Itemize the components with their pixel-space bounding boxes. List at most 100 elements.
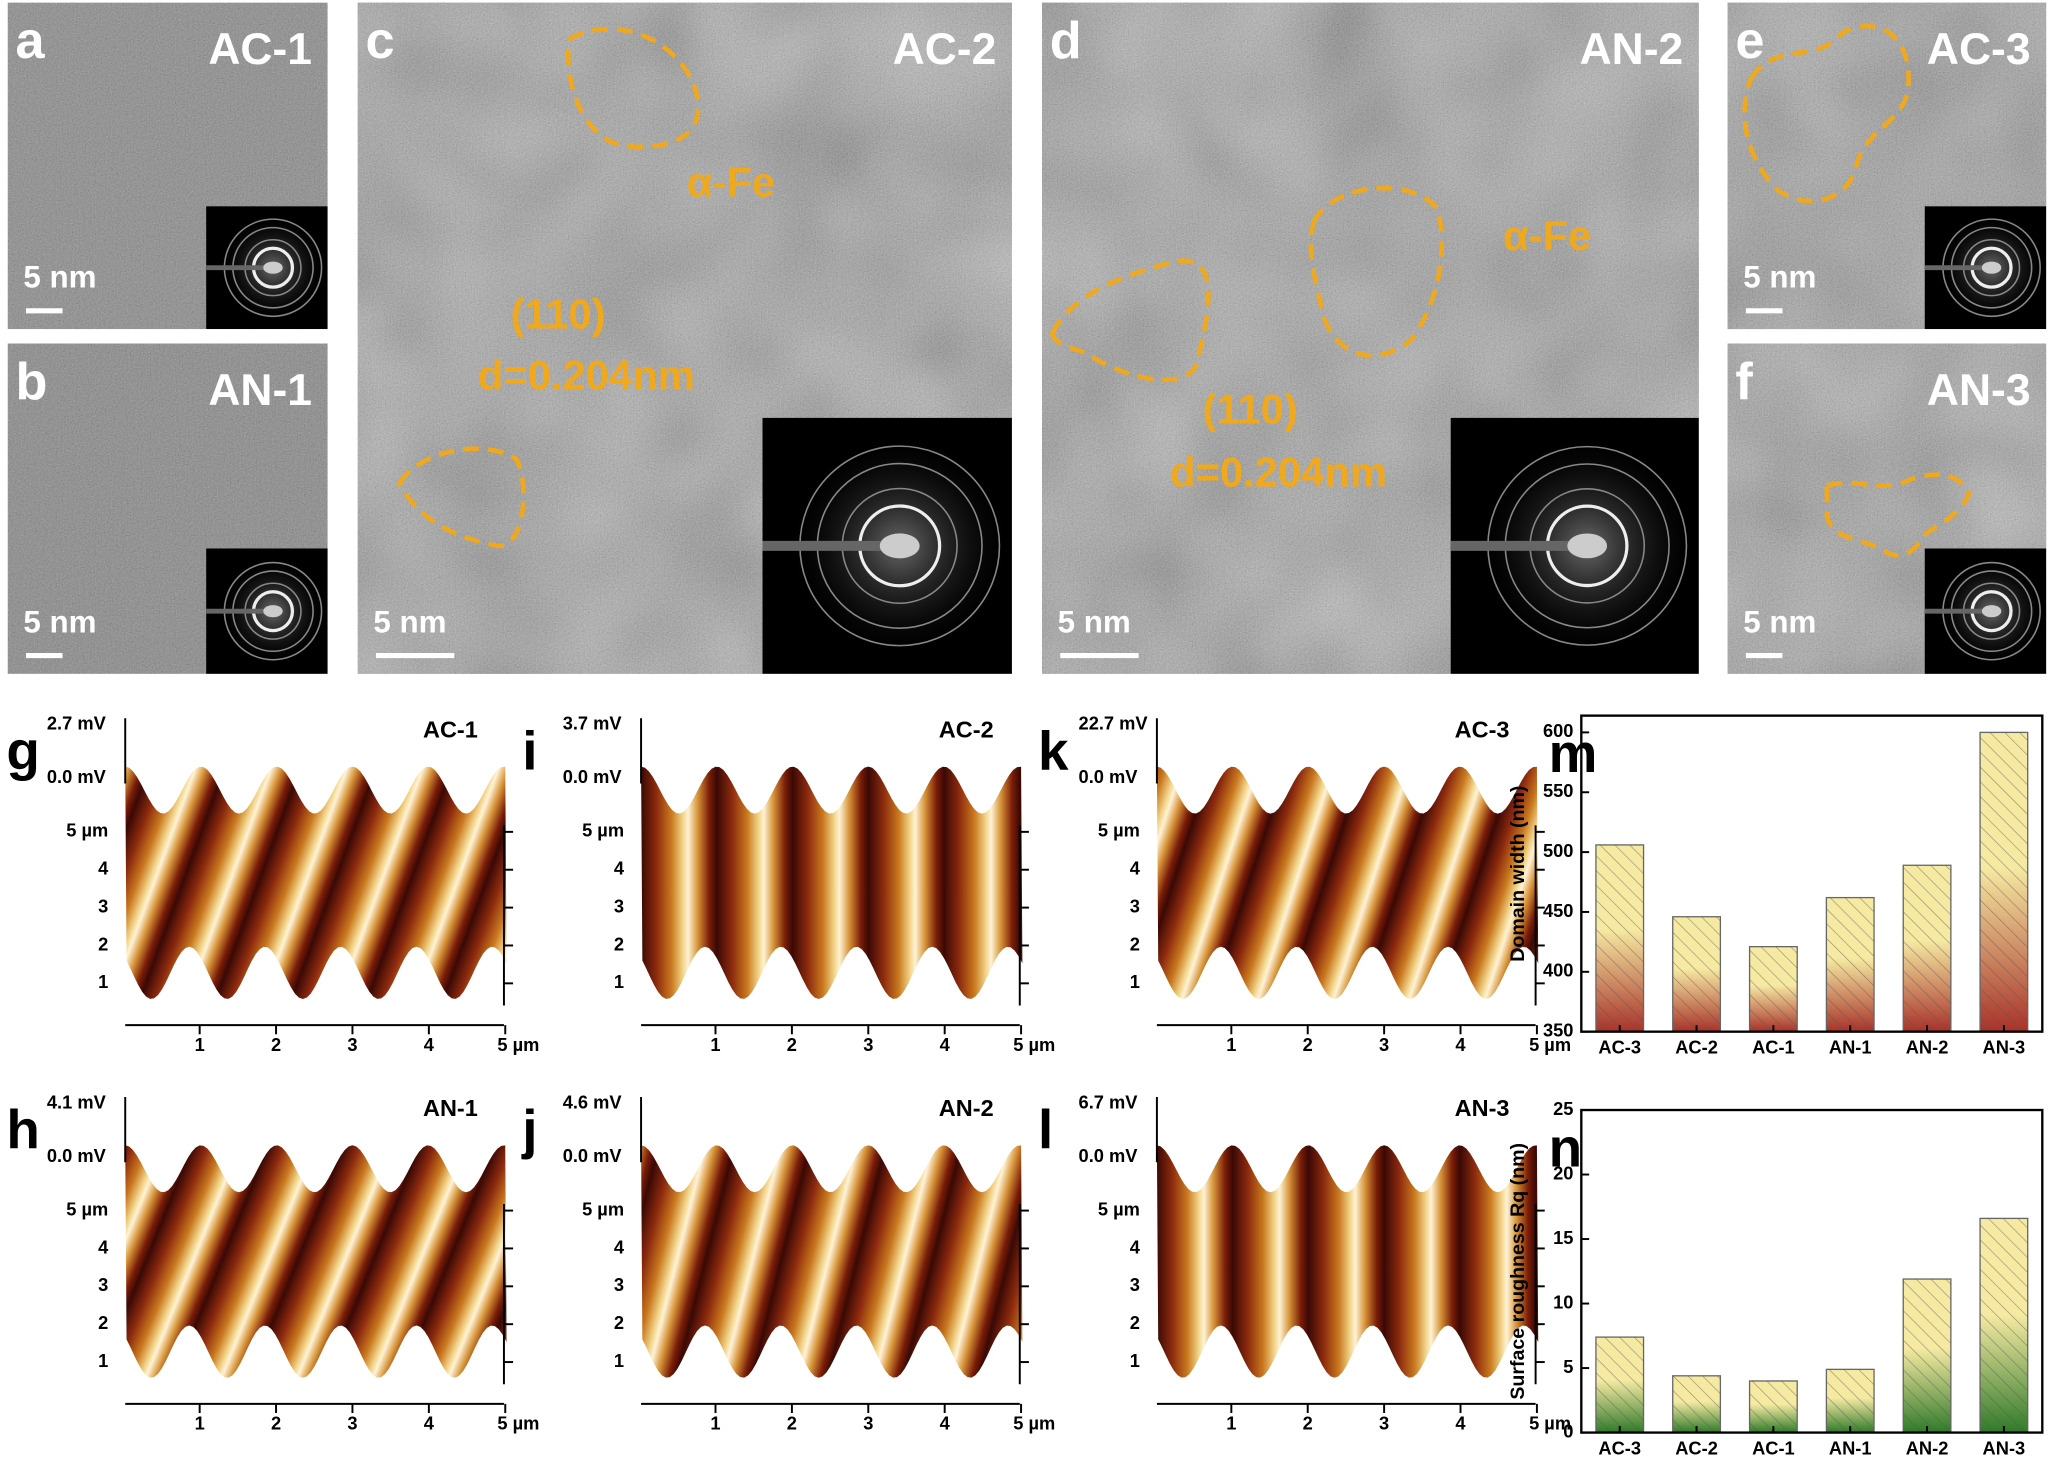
- y-axis-label: Domain width (nm): [1507, 786, 1529, 962]
- y-tick-label: 2: [98, 1312, 108, 1333]
- y-tick-label: 4: [614, 1236, 625, 1257]
- x-tick-label: AC-1: [1752, 1036, 1795, 1057]
- y-tick-label: 4: [98, 858, 109, 879]
- panel-letter: b: [16, 353, 48, 411]
- panel-letter: g: [6, 719, 40, 781]
- panel-letter: d: [1050, 12, 1082, 70]
- grain-outline: [1050, 258, 1211, 383]
- x-tick-label: 1: [1226, 1034, 1236, 1055]
- sample-label: AC-3: [1927, 25, 2031, 74]
- x-tick-label: 4: [940, 1034, 951, 1055]
- x-tick-label: AN-2: [1906, 1437, 1949, 1458]
- y-tick-label: 5 µm: [582, 1198, 624, 1219]
- x-tick-label: 1: [1226, 1413, 1236, 1434]
- sample-label: AC-2: [893, 25, 997, 74]
- y-tick-label: 4: [98, 1236, 109, 1257]
- y-tick-label: 2: [1130, 933, 1140, 954]
- afm-surface: [125, 766, 507, 1000]
- grain-outline: [1308, 185, 1445, 358]
- z-min-label: 0.0 mV: [47, 766, 107, 787]
- y-tick-label: 5 µm: [1098, 820, 1140, 841]
- x-tick-label: 3: [1379, 1413, 1389, 1434]
- bar-hatch: [1595, 1337, 1644, 1433]
- y-tick-label: 2: [614, 1312, 624, 1333]
- y-tick-label: 550: [1543, 780, 1573, 801]
- x-tick-label: AC-3: [1598, 1437, 1641, 1458]
- beam-center: [1567, 533, 1608, 559]
- sample-label: AN-1: [208, 366, 312, 415]
- bar-hatch: [1980, 1218, 2028, 1433]
- sample-label: AC-2: [939, 717, 994, 743]
- y-axis-label: Surface roughness Rq (nm): [1507, 1143, 1529, 1400]
- sample-label: AN-3: [1455, 1095, 1510, 1121]
- x-tick-label: 2: [1303, 1413, 1313, 1434]
- x-tick-label: 3: [347, 1034, 357, 1055]
- bar-hatch: [1749, 946, 1798, 1032]
- y-tick-label: 1: [1130, 1350, 1140, 1371]
- bar-hatch: [1595, 844, 1644, 1032]
- grain-outline: [1824, 472, 1972, 558]
- y-tick-label: 1: [98, 971, 108, 992]
- panel-letter: e: [1735, 12, 1764, 70]
- y-tick-label: 25: [1553, 1098, 1573, 1119]
- x-tick-label: 2: [271, 1034, 281, 1055]
- y-tick-label: 4: [1130, 858, 1141, 879]
- annotation-plane: (110): [1203, 386, 1298, 433]
- tem-image: d AN-2 5 nm α-Fe (110) d=0.204nm: [1041, 2, 1699, 674]
- y-tick-label: 2: [1130, 1312, 1140, 1333]
- x-tick-label: 2: [271, 1413, 281, 1434]
- bar-hatch: [1749, 1380, 1798, 1433]
- x-tick-label: 5 µm: [497, 1413, 539, 1434]
- y-tick-label: 5 µm: [582, 820, 624, 841]
- y-tick-label: 5 µm: [66, 820, 108, 841]
- bar-hatch: [1826, 1369, 1875, 1433]
- panel-letter: m: [1549, 722, 1598, 784]
- x-tick-label: 2: [787, 1413, 797, 1434]
- z-min-label: 0.0 mV: [563, 766, 623, 787]
- y-tick-label: 3: [1130, 1274, 1140, 1295]
- x-tick-label: 5 µm: [1529, 1413, 1571, 1434]
- sample-label: AN-1: [423, 1095, 478, 1121]
- y-tick-label: 1: [614, 971, 624, 992]
- x-tick-label: 5 µm: [1013, 1413, 1055, 1434]
- x-tick-label: AC-1: [1752, 1437, 1795, 1458]
- x-tick-label: 4: [1455, 1034, 1466, 1055]
- afm-surface: [125, 1145, 507, 1378]
- x-tick-label: 1: [710, 1034, 720, 1055]
- grain-outline: [1742, 23, 1911, 204]
- x-tick-label: 1: [710, 1413, 720, 1434]
- annotation-spacing: d=0.204nm: [478, 352, 695, 399]
- x-tick-label: 4: [424, 1413, 435, 1434]
- tem-image: a AC-1 5 nm: [7, 2, 328, 330]
- x-tick-label: 1: [195, 1034, 205, 1055]
- z-max-label: 4.6 mV: [563, 1091, 623, 1112]
- y-tick-label: 3: [98, 895, 108, 916]
- y-tick-label: 3: [98, 1274, 108, 1295]
- y-tick-label: 350: [1543, 1019, 1573, 1040]
- annotation-phase: α-Fe: [687, 158, 775, 205]
- beam-center: [263, 605, 283, 618]
- tem-image: e AC-3 5 nm: [1727, 2, 2047, 330]
- y-tick-label: 1: [1130, 971, 1140, 992]
- annotation-plane: (110): [510, 290, 605, 337]
- x-tick-label: 3: [1379, 1034, 1389, 1055]
- x-tick-label: 2: [787, 1034, 797, 1055]
- bar-hatch: [1980, 732, 2028, 1032]
- bar-hatch: [1672, 916, 1721, 1032]
- afm-surface: [1156, 766, 1539, 1000]
- beam-center: [879, 533, 920, 559]
- bar-hatch: [1826, 897, 1875, 1032]
- beam-center: [1981, 605, 2002, 618]
- bar-hatch: [1903, 865, 1951, 1032]
- annotation-phase: α-Fe: [1503, 212, 1591, 259]
- x-tick-label: AN-2: [1906, 1036, 1949, 1057]
- x-tick-label: 3: [347, 1413, 357, 1434]
- tem-image: f AN-3 5 nm: [1727, 343, 2047, 674]
- sample-label: AC-1: [208, 25, 312, 74]
- x-tick-label: 4: [1455, 1413, 1466, 1434]
- plot-frame: [1580, 1108, 2044, 1434]
- y-tick-label: 0: [1563, 1420, 1573, 1441]
- x-tick-label: 5 µm: [1013, 1034, 1055, 1055]
